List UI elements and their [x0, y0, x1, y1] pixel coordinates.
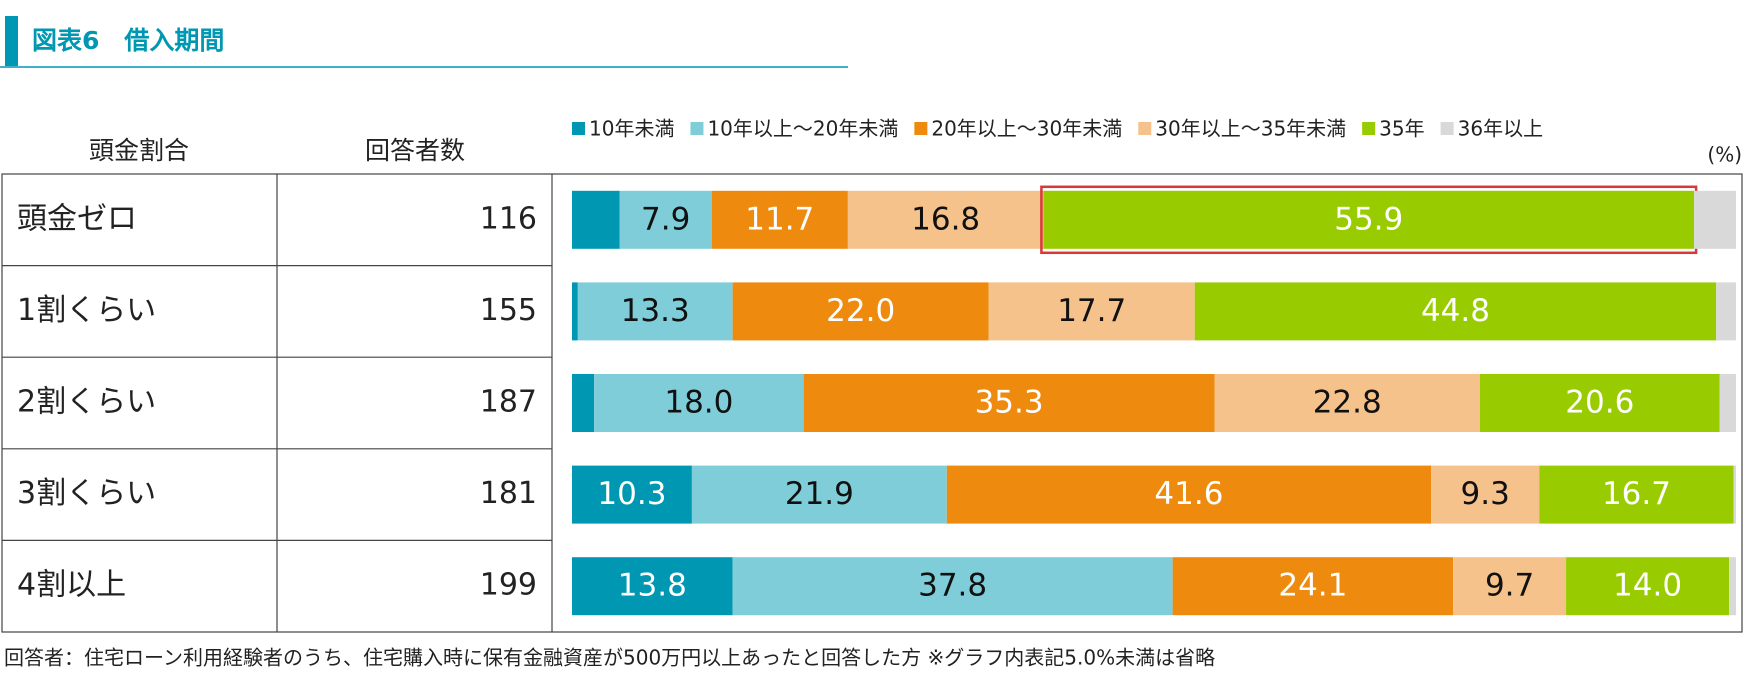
column-header: 回答者数	[365, 136, 465, 165]
legend-swatch	[690, 122, 704, 135]
column-header: 頭金割合	[89, 136, 189, 165]
value-label: 18.0	[664, 385, 733, 421]
bar-segment	[1716, 282, 1736, 341]
value-label: 20.6	[1565, 385, 1634, 421]
bar-segment	[572, 374, 595, 432]
legend-label: 36年以上	[1458, 117, 1543, 141]
respondent-count: 155	[480, 293, 537, 328]
respondent-count: 187	[480, 385, 537, 420]
bar-segment	[691, 465, 947, 524]
value-label: 35.3	[975, 385, 1044, 421]
value-label: 24.1	[1278, 568, 1347, 604]
footnote: 回答者：住宅ローン利用経験者のうち、住宅購入時に保有金融資産が500万円以上あっ…	[4, 646, 1215, 670]
legend-label: 35年	[1379, 117, 1424, 141]
bar-segment	[572, 557, 733, 616]
value-label: 16.7	[1602, 476, 1671, 512]
value-label: 10.3	[597, 476, 666, 512]
bar-segment	[594, 374, 804, 432]
legend-label: 10年以上～20年未満	[707, 117, 898, 141]
bar-segment	[732, 557, 1173, 616]
value-label: 7.9	[641, 201, 690, 237]
title-accent	[5, 16, 18, 66]
value-label: 13.8	[618, 568, 687, 604]
value-label: 37.8	[918, 568, 987, 604]
legend-swatch	[1138, 122, 1152, 135]
bar-segment	[1194, 282, 1717, 341]
value-label: 14.0	[1613, 568, 1682, 604]
row-label: 4割以上	[17, 568, 126, 603]
row-label: 2割くらい	[17, 385, 156, 420]
value-label: 9.7	[1485, 568, 1534, 604]
bar-segment	[1694, 190, 1736, 249]
bar-segment	[1043, 190, 1695, 249]
bar-segment	[847, 190, 1044, 249]
value-label: 22.8	[1313, 385, 1382, 421]
bar-segment	[988, 282, 1195, 341]
value-label: 22.0	[826, 293, 895, 329]
table-border	[1, 173, 1743, 633]
bar-segment	[711, 190, 848, 249]
legend-swatch	[1362, 122, 1376, 135]
legend-label: 30年以上～35年未満	[1155, 117, 1346, 141]
value-label: 55.9	[1334, 201, 1403, 237]
bar-segment	[1172, 557, 1454, 616]
bar-segment	[1566, 557, 1730, 616]
bar-segment	[803, 374, 1215, 432]
legend-swatch	[1440, 122, 1454, 135]
bar-segment	[572, 190, 620, 249]
respondent-count: 181	[480, 476, 537, 511]
figure-title: 図表6 借入期間	[32, 26, 224, 55]
legend-label: 10年未満	[589, 117, 674, 141]
value-label: 21.9	[785, 476, 854, 512]
bar-segment	[1729, 557, 1736, 616]
legend-swatch	[572, 122, 585, 135]
bar-segment	[1719, 374, 1736, 432]
row-label: 頭金ゼロ	[17, 201, 137, 236]
bar-segment	[1431, 465, 1540, 524]
value-label: 17.7	[1057, 293, 1126, 329]
respondent-count: 116	[480, 201, 537, 236]
value-label: 9.3	[1461, 476, 1510, 512]
unit-label: (%)	[1707, 143, 1742, 167]
row-label: 1割くらい	[17, 293, 156, 328]
bar-segment	[1453, 557, 1567, 616]
value-label: 16.8	[911, 201, 980, 237]
legend-swatch	[914, 122, 928, 135]
bar-segment	[732, 282, 989, 341]
value-label: 41.6	[1154, 476, 1223, 512]
bar-segment	[572, 465, 692, 524]
bar-segment	[577, 282, 733, 341]
bar-segment	[1539, 465, 1734, 524]
bar-segment	[1733, 465, 1736, 524]
respondent-count: 199	[480, 568, 537, 603]
bar-segment	[619, 190, 712, 249]
bar-segment	[1214, 374, 1480, 432]
bar-segment	[946, 465, 1432, 524]
value-label: 11.7	[745, 201, 814, 237]
value-label: 44.8	[1421, 293, 1490, 329]
bar-segment	[1479, 374, 1720, 432]
row-label: 3割くらい	[17, 476, 156, 511]
bar-segment	[572, 282, 578, 341]
legend-label: 20年以上～30年未満	[931, 117, 1122, 141]
value-label: 13.3	[621, 293, 690, 329]
